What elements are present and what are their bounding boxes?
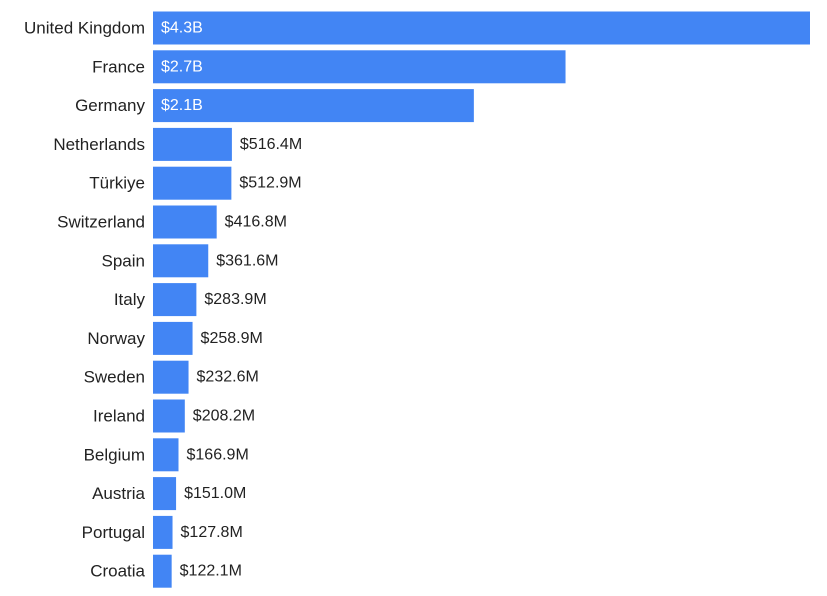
category-label-germany: Germany (75, 96, 145, 115)
bar-belgium[interactable] (153, 438, 179, 472)
category-label-united-kingdom: United Kingdom (24, 19, 145, 38)
value-label-norway: $258.9M (201, 330, 263, 347)
category-label-france: France (92, 57, 145, 76)
category-label-spain: Spain (102, 251, 145, 270)
category-label-switzerland: Switzerland (57, 213, 145, 232)
value-label-netherlands: $516.4M (240, 136, 302, 153)
category-label-belgium: Belgium (84, 445, 145, 464)
category-label-turkiye: Türkiye (89, 174, 145, 193)
category-label-sweden: Sweden (84, 368, 145, 387)
value-label-germany: $2.1B (161, 97, 203, 114)
bar-portugal[interactable] (153, 515, 173, 549)
category-label-portugal: Portugal (82, 523, 145, 542)
category-label-ireland: Ireland (93, 407, 145, 426)
value-label-belgium: $166.9M (187, 446, 249, 463)
bar-spain[interactable] (153, 244, 209, 278)
value-label-switzerland: $416.8M (225, 214, 287, 231)
category-label-austria: Austria (92, 484, 145, 503)
bar-croatia[interactable] (153, 554, 172, 588)
value-label-france: $2.7B (161, 58, 203, 75)
value-label-italy: $283.9M (204, 291, 266, 308)
bar-united-kingdom[interactable] (153, 11, 810, 45)
value-label-spain: $361.6M (216, 252, 278, 269)
category-label-croatia: Croatia (90, 562, 145, 581)
value-label-austria: $151.0M (184, 485, 246, 502)
bar-switzerland[interactable] (153, 205, 217, 239)
bar-sweden[interactable] (153, 360, 189, 394)
bar-turkiye[interactable] (153, 166, 232, 200)
value-label-ireland: $208.2M (193, 408, 255, 425)
value-label-sweden: $232.6M (197, 369, 259, 386)
value-label-united-kingdom: $4.3B (161, 20, 203, 37)
category-label-italy: Italy (114, 290, 146, 309)
value-label-turkiye: $512.9M (239, 175, 301, 192)
category-label-netherlands: Netherlands (53, 135, 145, 154)
bar-france[interactable] (153, 50, 566, 84)
bar-ireland[interactable] (153, 399, 185, 433)
bar-italy[interactable] (153, 283, 197, 317)
category-label-norway: Norway (87, 329, 145, 348)
bar-netherlands[interactable] (153, 127, 232, 161)
value-label-croatia: $122.1M (180, 563, 242, 580)
bar-germany[interactable] (153, 89, 474, 123)
value-label-portugal: $127.8M (181, 524, 243, 541)
bar-norway[interactable] (153, 321, 193, 355)
bar-austria[interactable] (153, 477, 177, 511)
